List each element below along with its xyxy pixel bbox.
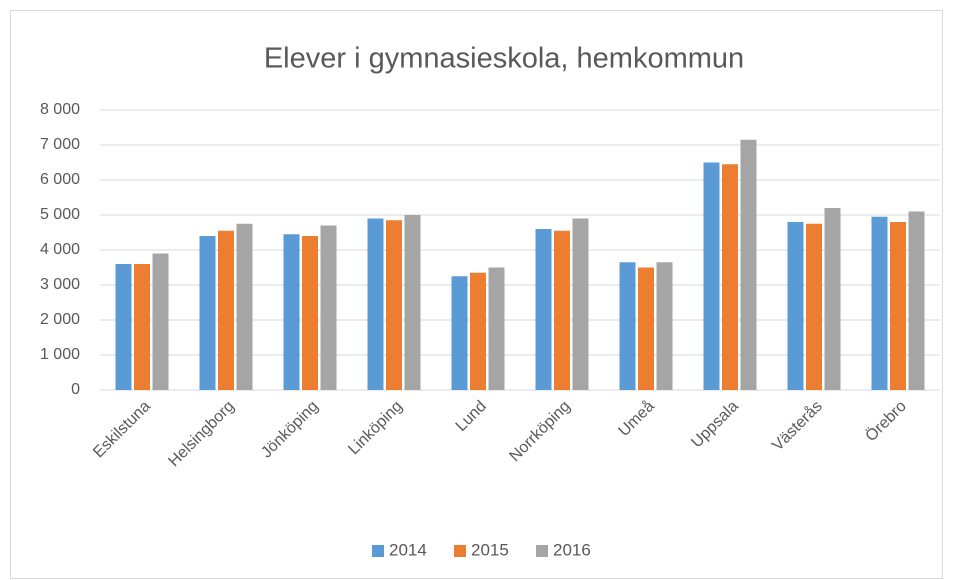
legend-label: 2016 <box>553 540 591 559</box>
legend-label: 2015 <box>471 540 509 559</box>
legend-swatch <box>454 545 466 557</box>
y-tick-label: 7 000 <box>40 136 80 153</box>
y-tick-label: 2 000 <box>40 311 80 328</box>
bar <box>890 222 906 390</box>
bar <box>554 230 570 390</box>
bar <box>115 264 132 390</box>
y-tick-label: 4 000 <box>40 241 80 258</box>
bar <box>638 267 654 390</box>
bar <box>404 215 421 390</box>
bar <box>824 208 841 390</box>
y-tick-label: 0 <box>71 381 80 398</box>
y-tick-label: 3 000 <box>40 276 80 293</box>
bar <box>218 230 234 390</box>
bar <box>656 262 673 390</box>
bar <box>134 264 150 390</box>
bar <box>871 216 888 390</box>
bar <box>488 267 505 390</box>
bar <box>787 222 804 390</box>
y-tick-label: 5 000 <box>40 206 80 223</box>
y-tick-label: 6 000 <box>40 171 80 188</box>
bar <box>908 211 925 390</box>
bar <box>572 218 589 390</box>
y-tick-label: 8 000 <box>40 101 80 118</box>
bar <box>367 218 384 390</box>
bar <box>236 223 253 390</box>
bar <box>470 272 486 390</box>
legend-swatch <box>536 545 548 557</box>
bar <box>535 229 552 390</box>
bar <box>619 262 636 390</box>
bar <box>451 276 468 390</box>
bar <box>806 223 822 390</box>
bar <box>302 236 318 390</box>
legend-swatch <box>372 545 384 557</box>
bar <box>722 164 738 390</box>
bar <box>703 162 720 390</box>
bar <box>386 220 402 390</box>
bar <box>199 236 216 390</box>
bar <box>152 253 169 390</box>
bar <box>283 234 300 390</box>
y-tick-label: 1 000 <box>40 346 80 363</box>
bar <box>320 225 337 390</box>
chart-title: Elever i gymnasieskola, hemkommun <box>264 43 744 75</box>
bar <box>740 139 757 390</box>
legend-label: 2014 <box>389 540 427 559</box>
